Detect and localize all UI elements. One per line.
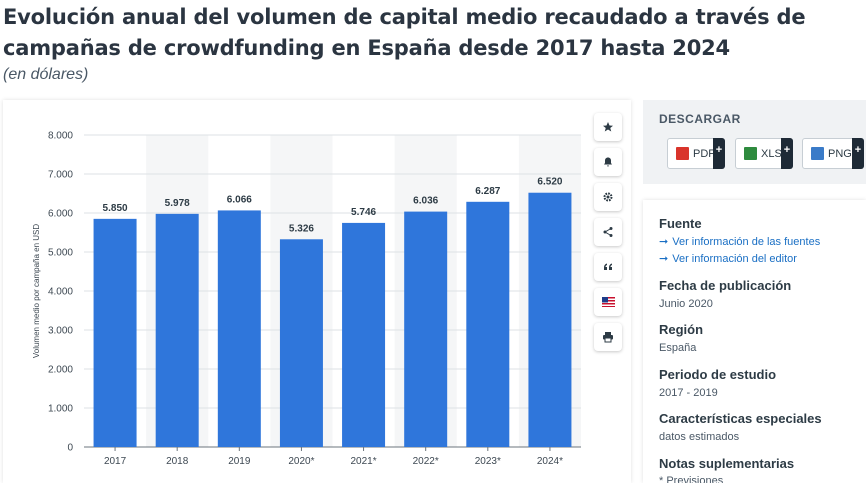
xls-file-icon — [744, 147, 757, 160]
share-icon — [603, 227, 613, 237]
bar[interactable] — [528, 192, 572, 447]
x-tick-label: 2020* — [288, 456, 314, 467]
bar[interactable] — [342, 222, 386, 447]
x-tick-label: 2018 — [166, 456, 189, 467]
download-box: DESCARGAR PDF + XLS + PNG + — [643, 100, 866, 184]
download-title: DESCARGAR — [659, 112, 741, 126]
star-icon — [603, 122, 613, 132]
pdf-file-icon — [676, 147, 689, 160]
data-label: 6.066 — [227, 194, 252, 205]
y-tick-label: 5.000 — [48, 248, 73, 259]
data-label: 5.746 — [351, 207, 376, 218]
bell-icon — [604, 157, 612, 167]
y-tick-label: 7.000 — [48, 170, 73, 181]
publisher-info-link[interactable]: ➞ Ver información del editor — [659, 252, 797, 265]
data-label: 5.850 — [103, 203, 128, 214]
y-tick-label: 8.000 — [48, 131, 73, 142]
bar-chart: 0 1.000 2.000 3.000 4.000 5.000 6.000 7.000 8.00… — [32, 131, 581, 467]
y-tick-label: 6.000 — [48, 209, 73, 220]
download-xls-label: XLS — [761, 147, 782, 160]
gear-icon — [603, 192, 613, 202]
quote-icon — [604, 263, 612, 270]
print-icon — [603, 332, 613, 343]
download-png-label: PNG — [828, 147, 852, 160]
favorite-button[interactable] — [594, 113, 622, 141]
x-tick-label: 2019 — [228, 456, 251, 467]
y-tick-label: 2.000 — [48, 365, 73, 376]
arrow-right-icon: ➞ — [659, 253, 669, 265]
source-info-link[interactable]: ➞ Ver información de las fuentes — [659, 235, 820, 248]
bar[interactable] — [279, 239, 323, 447]
language-button[interactable] — [594, 288, 622, 316]
y-axis-label: Volumen medio por campaña en USD — [32, 224, 41, 359]
chart-card: 0 1.000 2.000 3.000 4.000 5.000 6.000 7.000 8.00… — [3, 100, 631, 483]
plus-icon: + — [713, 138, 725, 169]
y-tick-label: 0 — [67, 443, 73, 454]
publisher-info-link-label: Ver información del editor — [672, 253, 797, 265]
x-tick-label: 2021* — [350, 456, 376, 467]
notification-button[interactable] — [594, 148, 622, 176]
download-png-button[interactable]: PNG + — [802, 138, 864, 169]
info-box: Fuente ➞ Ver información de las fuentes ➞… — [643, 200, 866, 483]
plus-icon: + — [852, 138, 864, 169]
special-features-value: datos estimados — [659, 431, 740, 443]
publication-date-heading: Fecha de publicación — [659, 278, 792, 293]
data-label: 6.287 — [475, 186, 500, 197]
y-tick-label: 1.000 — [48, 404, 73, 415]
flag-icon — [601, 297, 615, 307]
bar[interactable] — [93, 218, 137, 447]
download-xls-button[interactable]: XLS + — [735, 138, 793, 169]
publication-date-value: Junio 2020 — [659, 298, 713, 310]
chart-toolbar — [594, 113, 624, 358]
side-panel: DESCARGAR PDF + XLS + PNG + Fuente ➞ Ver … — [643, 100, 866, 483]
bar[interactable] — [155, 213, 199, 447]
data-label: 6.520 — [537, 177, 562, 188]
print-button[interactable] — [594, 323, 622, 351]
supplementary-notes-value: * Previsiones — [659, 475, 724, 483]
data-label: 6.036 — [413, 196, 438, 207]
cite-button[interactable] — [594, 253, 622, 281]
x-tick-label: 2017 — [104, 456, 127, 467]
x-tick-label: 2024* — [537, 456, 563, 467]
bar[interactable] — [404, 211, 448, 447]
region-heading: Región — [659, 322, 704, 337]
y-tick-label: 3.000 — [48, 326, 73, 337]
bar[interactable] — [217, 210, 261, 447]
y-tick-label: 4.000 — [48, 287, 73, 298]
chart-subtitle: (en dólares) — [3, 66, 89, 83]
png-file-icon — [811, 147, 824, 160]
study-period-value: 2017 - 2019 — [659, 387, 718, 399]
data-label: 5.326 — [289, 223, 314, 234]
download-pdf-button[interactable]: PDF + — [667, 138, 725, 169]
share-button[interactable] — [594, 218, 622, 246]
region-value: España — [659, 342, 697, 354]
arrow-right-icon: ➞ — [659, 236, 669, 248]
x-tick-label: 2022* — [413, 456, 439, 467]
settings-button[interactable] — [594, 183, 622, 211]
study-period-heading: Periodo de estudio — [659, 367, 777, 382]
plus-icon: + — [781, 138, 793, 169]
bar[interactable] — [466, 201, 510, 447]
data-label: 5.978 — [165, 198, 190, 209]
source-heading: Fuente — [659, 216, 702, 231]
special-features-heading: Características especiales — [659, 411, 822, 426]
download-pdf-label: PDF — [693, 147, 715, 160]
source-info-link-label: Ver información de las fuentes — [672, 236, 821, 248]
x-tick-label: 2023* — [475, 456, 501, 467]
chart-title: Evolución anual del volumen de capital m… — [3, 5, 806, 60]
supplementary-notes-heading: Notas suplementarias — [659, 456, 795, 471]
